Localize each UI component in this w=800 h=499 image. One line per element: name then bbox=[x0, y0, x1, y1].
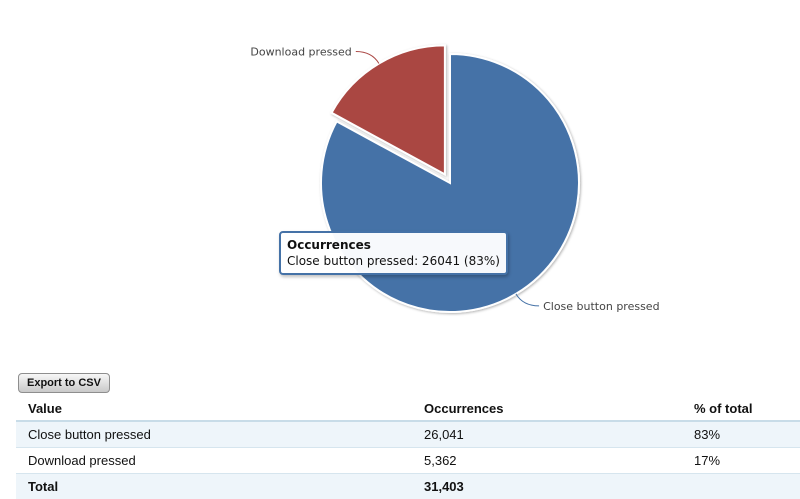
cell-value: Download pressed bbox=[28, 453, 136, 468]
table-total-row: Total 31,403 bbox=[16, 473, 800, 499]
data-table: Value Occurrences % of total Close butto… bbox=[16, 396, 800, 499]
pie-connector bbox=[355, 50, 380, 64]
cell-value: Close button pressed bbox=[16, 420, 412, 448]
pie-slice-download-pressed[interactable] bbox=[330, 44, 446, 177]
header-occurrences[interactable]: Occurrences bbox=[412, 396, 682, 422]
pie-chart: Close button pressed Download pressed bbox=[250, 44, 660, 313]
pie-data-label: Close button pressed bbox=[543, 300, 659, 313]
table-header-row: Value Occurrences % of total bbox=[16, 396, 800, 422]
total-occurrences: 31,403 bbox=[412, 473, 682, 499]
chart-tooltip: Occurrences Close button pressed: 26041 … bbox=[279, 231, 508, 275]
cell-percent: 83% bbox=[682, 420, 800, 448]
total-percent bbox=[682, 473, 800, 499]
pie-chart-area: Close button pressed Download pressed Occ… bbox=[250, 44, 660, 313]
header-percent[interactable]: % of total bbox=[682, 396, 800, 422]
header-value[interactable]: Value bbox=[16, 396, 412, 422]
table-row: Download pressed 5,362 17% bbox=[16, 448, 800, 474]
cell-percent: 17% bbox=[694, 453, 721, 468]
pie-data-label: Download pressed bbox=[250, 45, 351, 58]
export-csv-button[interactable]: Export to CSV bbox=[18, 373, 110, 393]
total-label: Total bbox=[16, 473, 412, 499]
table-row: Close button pressed 26,041 83% bbox=[16, 420, 800, 448]
pie-connector bbox=[515, 293, 540, 307]
tooltip-text: Close button pressed: 26041 (83%) bbox=[287, 254, 500, 268]
cell-occurrences: 26,041 bbox=[412, 420, 682, 448]
cell-occurrences: 5,362 bbox=[424, 453, 457, 468]
tooltip-title: Occurrences bbox=[287, 238, 371, 252]
